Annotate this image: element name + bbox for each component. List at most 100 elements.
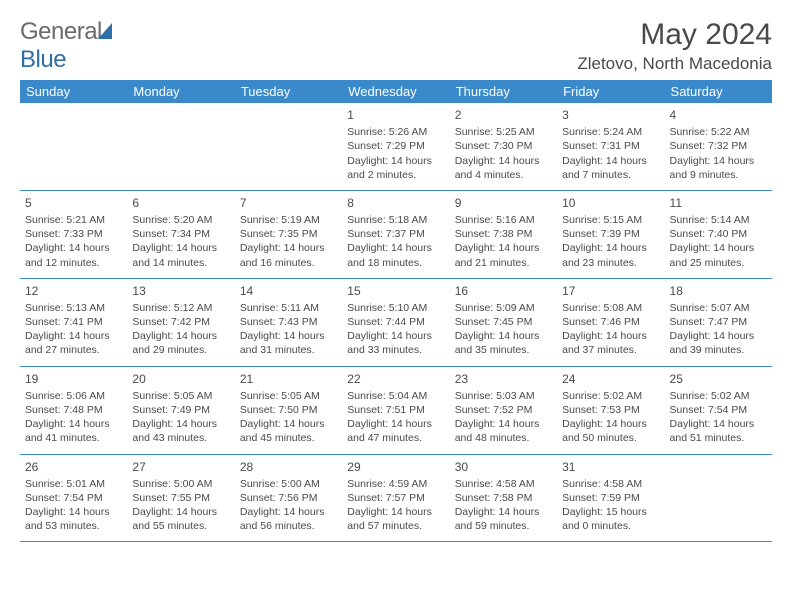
day-info-line: Sunrise: 5:19 AM bbox=[240, 213, 337, 227]
day-number: 28 bbox=[240, 459, 337, 475]
day-info-line: Sunrise: 5:15 AM bbox=[562, 213, 659, 227]
day-number: 18 bbox=[670, 283, 767, 299]
day-info-line: and 2 minutes. bbox=[347, 168, 444, 182]
day-number: 8 bbox=[347, 195, 444, 211]
calendar-cell: 5Sunrise: 5:21 AMSunset: 7:33 PMDaylight… bbox=[20, 190, 127, 278]
day-info-line: Sunrise: 5:10 AM bbox=[347, 301, 444, 315]
day-info-line: Sunset: 7:52 PM bbox=[455, 403, 552, 417]
calendar-cell bbox=[235, 103, 342, 190]
day-info-line: and 41 minutes. bbox=[25, 431, 122, 445]
day-info-line: Sunrise: 5:06 AM bbox=[25, 389, 122, 403]
day-info-line: Sunrise: 5:05 AM bbox=[132, 389, 229, 403]
calendar-cell: 9Sunrise: 5:16 AMSunset: 7:38 PMDaylight… bbox=[450, 190, 557, 278]
day-info-line: Daylight: 14 hours bbox=[562, 417, 659, 431]
day-info-line: Daylight: 14 hours bbox=[25, 417, 122, 431]
calendar-cell: 7 Sunrise: 5:19 AMSunset: 7:35 PMDaylight… bbox=[235, 190, 342, 278]
weekday-sat: Saturday bbox=[665, 80, 772, 103]
day-number: 27 bbox=[132, 459, 229, 475]
calendar-table: Sunday Monday Tuesday Wednesday Thursday… bbox=[20, 80, 772, 542]
calendar-cell bbox=[127, 103, 234, 190]
day-info-line: Sunset: 7:54 PM bbox=[25, 491, 122, 505]
day-info-line: Sunset: 7:42 PM bbox=[132, 315, 229, 329]
day-info-line: and 48 minutes. bbox=[455, 431, 552, 445]
day-info-line: Sunset: 7:31 PM bbox=[562, 139, 659, 153]
day-info-line: Sunset: 7:54 PM bbox=[670, 403, 767, 417]
page-header: General Blue May 2024 Zletovo, North Mac… bbox=[20, 18, 772, 74]
weekday-tue: Tuesday bbox=[235, 80, 342, 103]
day-info-line: Sunrise: 5:00 AM bbox=[240, 477, 337, 491]
day-info-line: and 0 minutes. bbox=[562, 519, 659, 533]
day-number: 11 bbox=[670, 195, 767, 211]
day-info-line: and 18 minutes. bbox=[347, 256, 444, 270]
calendar-cell: 12Sunrise: 5:13 AMSunset: 7:41 PMDayligh… bbox=[20, 278, 127, 366]
day-info-line: and 50 minutes. bbox=[562, 431, 659, 445]
day-info-line: Sunset: 7:59 PM bbox=[562, 491, 659, 505]
day-number: 6 bbox=[132, 195, 229, 211]
calendar-cell: 25Sunrise: 5:02 AMSunset: 7:54 PMDayligh… bbox=[665, 366, 772, 454]
day-info-line: Sunset: 7:34 PM bbox=[132, 227, 229, 241]
calendar-cell: 17Sunrise: 5:08 AMSunset: 7:46 PMDayligh… bbox=[557, 278, 664, 366]
calendar-cell: 22Sunrise: 5:04 AMSunset: 7:51 PMDayligh… bbox=[342, 366, 449, 454]
day-info-line: Sunset: 7:35 PM bbox=[240, 227, 337, 241]
day-info-line: Sunrise: 5:08 AM bbox=[562, 301, 659, 315]
day-info-line: Daylight: 14 hours bbox=[240, 417, 337, 431]
day-info-line: Sunset: 7:48 PM bbox=[25, 403, 122, 417]
day-info-line: Sunset: 7:30 PM bbox=[455, 139, 552, 153]
day-info-line: Sunset: 7:29 PM bbox=[347, 139, 444, 153]
day-info-line: Daylight: 14 hours bbox=[132, 417, 229, 431]
day-info-line: Sunrise: 5:20 AM bbox=[132, 213, 229, 227]
calendar-cell bbox=[665, 454, 772, 542]
calendar-cell bbox=[20, 103, 127, 190]
day-info-line: Daylight: 14 hours bbox=[240, 241, 337, 255]
day-info-line: Sunset: 7:43 PM bbox=[240, 315, 337, 329]
day-number: 2 bbox=[455, 107, 552, 123]
title-block: May 2024 Zletovo, North Macedonia bbox=[577, 18, 772, 74]
day-info-line: Daylight: 14 hours bbox=[240, 505, 337, 519]
day-info-line: Sunset: 7:58 PM bbox=[455, 491, 552, 505]
day-info-line: Daylight: 14 hours bbox=[25, 329, 122, 343]
day-info-line: Sunrise: 5:04 AM bbox=[347, 389, 444, 403]
day-info-line: Sunset: 7:39 PM bbox=[562, 227, 659, 241]
day-info-line: Sunset: 7:37 PM bbox=[347, 227, 444, 241]
day-info-line: Sunset: 7:53 PM bbox=[562, 403, 659, 417]
day-info-line: Daylight: 14 hours bbox=[562, 329, 659, 343]
day-info-line: Sunrise: 5:24 AM bbox=[562, 125, 659, 139]
day-info-line: and 43 minutes. bbox=[132, 431, 229, 445]
day-info-line: Daylight: 15 hours bbox=[562, 505, 659, 519]
day-number: 13 bbox=[132, 283, 229, 299]
day-info-line: and 29 minutes. bbox=[132, 343, 229, 357]
day-info-line: Daylight: 14 hours bbox=[347, 329, 444, 343]
calendar-cell: 6Sunrise: 5:20 AMSunset: 7:34 PMDaylight… bbox=[127, 190, 234, 278]
day-info-line: Sunset: 7:45 PM bbox=[455, 315, 552, 329]
day-info-line: and 4 minutes. bbox=[455, 168, 552, 182]
calendar-cell: 28Sunrise: 5:00 AMSunset: 7:56 PMDayligh… bbox=[235, 454, 342, 542]
calendar-cell: 18Sunrise: 5:07 AMSunset: 7:47 PMDayligh… bbox=[665, 278, 772, 366]
weekday-wed: Wednesday bbox=[342, 80, 449, 103]
day-info-line: Daylight: 14 hours bbox=[562, 241, 659, 255]
calendar-cell: 16Sunrise: 5:09 AMSunset: 7:45 PMDayligh… bbox=[450, 278, 557, 366]
day-info-line: Sunset: 7:57 PM bbox=[347, 491, 444, 505]
day-number: 3 bbox=[562, 107, 659, 123]
calendar-cell: 2Sunrise: 5:25 AMSunset: 7:30 PMDaylight… bbox=[450, 103, 557, 190]
day-info-line: Sunset: 7:47 PM bbox=[670, 315, 767, 329]
day-info-line: Sunrise: 5:01 AM bbox=[25, 477, 122, 491]
day-info-line: Sunset: 7:49 PM bbox=[132, 403, 229, 417]
day-info-line: Sunrise: 5:13 AM bbox=[25, 301, 122, 315]
day-info-line: Sunrise: 5:11 AM bbox=[240, 301, 337, 315]
day-info-line: and 7 minutes. bbox=[562, 168, 659, 182]
day-info-line: Sunrise: 4:58 AM bbox=[562, 477, 659, 491]
day-info-line: Daylight: 14 hours bbox=[25, 241, 122, 255]
calendar-cell: 26Sunrise: 5:01 AMSunset: 7:54 PMDayligh… bbox=[20, 454, 127, 542]
day-info-line: and 57 minutes. bbox=[347, 519, 444, 533]
calendar-cell: 19Sunrise: 5:06 AMSunset: 7:48 PMDayligh… bbox=[20, 366, 127, 454]
day-number: 10 bbox=[562, 195, 659, 211]
day-number: 22 bbox=[347, 371, 444, 387]
month-title: May 2024 bbox=[577, 18, 772, 52]
day-info-line: and 12 minutes. bbox=[25, 256, 122, 270]
day-info-line: Sunrise: 5:00 AM bbox=[132, 477, 229, 491]
day-number: 7 bbox=[240, 195, 337, 211]
day-number: 31 bbox=[562, 459, 659, 475]
day-number: 29 bbox=[347, 459, 444, 475]
day-info-line: Daylight: 14 hours bbox=[670, 417, 767, 431]
day-number: 17 bbox=[562, 283, 659, 299]
